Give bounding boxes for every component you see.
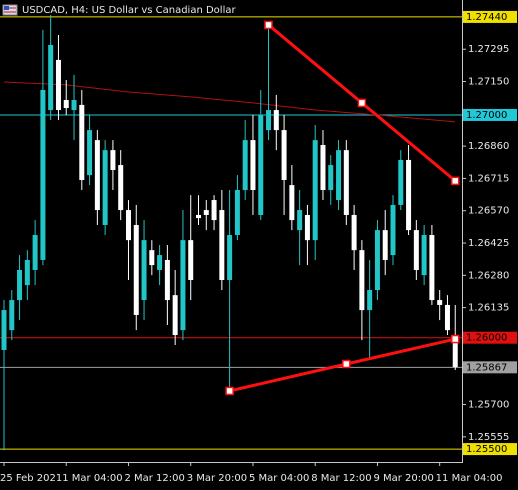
candle-body (102, 150, 108, 225)
candle-body (382, 230, 388, 260)
y-tick-label: 1.27150 (468, 77, 509, 88)
candle-body (374, 230, 380, 291)
candle-body (164, 259, 170, 301)
candle-body (149, 250, 155, 266)
x-tick-label: 8 Mar 12:00 (311, 473, 371, 484)
y-tick-label: 1.26425 (468, 238, 509, 249)
candle-body (63, 100, 69, 109)
candle-body (227, 235, 233, 281)
x-tick-label: 2 Mar 12:00 (124, 473, 184, 484)
candle-body (343, 150, 349, 215)
y-tick-label: 1.26860 (468, 141, 509, 152)
level-label-box (463, 10, 517, 23)
y-tick-label: 1.25700 (468, 400, 509, 411)
candle-body (266, 110, 272, 131)
candle-body (398, 159, 404, 205)
y-tick-label: 1.27295 (468, 44, 509, 55)
candle-body (413, 230, 419, 270)
x-tick-label: 9 Mar 20:00 (373, 473, 433, 484)
candle-body (312, 140, 318, 241)
candle-body (40, 89, 46, 260)
level-label: 1.25867 (466, 362, 507, 373)
candle-body (429, 235, 435, 301)
level-label: 1.26000 (466, 333, 507, 344)
candle-body (110, 150, 116, 170)
candle-body (273, 110, 279, 131)
candle-body (258, 114, 264, 215)
trend-handle (342, 359, 351, 369)
candle-body (297, 210, 303, 231)
trend-handle (264, 20, 273, 30)
x-tick-label: 25 Feb 2021 (0, 473, 62, 484)
chart-title: USDCAD, H4: US Dollar vs Canadian Dollar (22, 5, 236, 16)
level-label-box (463, 361, 517, 374)
candle-body (87, 130, 93, 176)
candle-body (250, 140, 256, 191)
candle-body (1, 310, 7, 350)
candle-body (281, 130, 287, 180)
candle-body (211, 200, 217, 221)
y-tick-label: 1.26280 (468, 270, 509, 281)
candle-body (336, 150, 342, 201)
candle-body (328, 165, 334, 191)
candle-body (188, 240, 194, 281)
x-tick-label: 11 Mar 04:00 (436, 473, 503, 484)
candle-body (172, 295, 178, 336)
candle-body (452, 338, 458, 368)
candle-body (71, 100, 77, 111)
candle-body (79, 104, 85, 180)
candle-body (234, 190, 240, 236)
candle-body (125, 210, 131, 241)
candle-body (118, 165, 124, 211)
candle-body (55, 59, 61, 111)
candle-body (390, 204, 396, 256)
candle-body (141, 240, 147, 301)
candle-body (242, 140, 248, 191)
level-label-box (463, 331, 517, 344)
x-tick-label: 1 Mar 04:00 (62, 473, 122, 484)
candle-body (351, 214, 357, 251)
candle-body (219, 210, 225, 281)
candle-body (304, 214, 310, 241)
moving-average (3, 81, 456, 123)
y-tick-label: 1.26570 (468, 206, 509, 217)
candle-body (9, 300, 15, 331)
candle-body (406, 159, 412, 231)
candle-body (444, 304, 450, 331)
candle-body (437, 300, 443, 305)
candle-body (180, 240, 186, 331)
trend-handle (450, 176, 460, 186)
level-label-box (463, 108, 517, 121)
level-label: 1.27000 (466, 110, 507, 121)
trend-handle (450, 334, 460, 344)
candle-body (320, 145, 326, 191)
candle-body (94, 140, 100, 211)
candle-body (24, 259, 30, 286)
candle-body (157, 255, 163, 270)
trend-handle (357, 98, 367, 108)
x-tick-label: 3 Mar 20:00 (187, 473, 247, 484)
candle-body (48, 44, 54, 111)
level-label: 1.27440 (466, 12, 507, 23)
x-tick-label: 5 Mar 04:00 (249, 473, 309, 484)
trend-handle (225, 386, 234, 396)
candle-body (133, 224, 139, 315)
candle-body (367, 290, 373, 311)
y-tick-label: 1.25555 (468, 432, 509, 443)
candle-body (421, 235, 427, 276)
candle-body (196, 214, 201, 219)
candle-body (17, 269, 23, 301)
candle-body (289, 185, 295, 221)
symbol-icon (2, 4, 18, 16)
candle-body (203, 210, 209, 215)
candle-body (32, 235, 38, 270)
level-label-box (463, 443, 517, 456)
level-label: 1.25500 (466, 444, 507, 455)
candle-body (359, 250, 365, 311)
y-tick-label: 1.26135 (468, 303, 509, 314)
y-tick-label: 1.26715 (468, 173, 509, 184)
